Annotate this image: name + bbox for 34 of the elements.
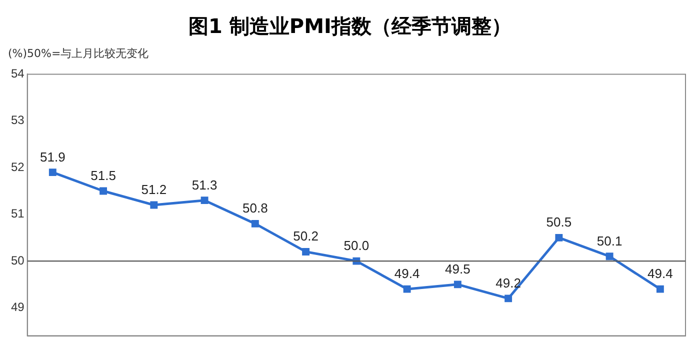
data-label: 51.3 — [192, 177, 218, 192]
y-tick-label: 51 — [10, 206, 25, 221]
y-axis-title: (%) — [8, 47, 28, 60]
point — [555, 234, 563, 242]
point — [454, 280, 462, 288]
data-label: 51.5 — [90, 168, 116, 183]
y-tick-label: 52 — [10, 160, 25, 174]
point — [302, 248, 310, 256]
point — [504, 294, 512, 302]
chart-title: 图1 制造业PMI指数（经季节调整） — [188, 13, 512, 40]
y-tick-label: 50 — [10, 253, 25, 268]
text: 50%=与上月比较无变化 — [27, 47, 149, 60]
y-tick-label: 53 — [10, 113, 25, 128]
point — [403, 285, 411, 293]
data-label: 50.5 — [546, 214, 572, 230]
point — [48, 168, 56, 176]
data-label: 50.8 — [242, 200, 268, 216]
point — [150, 201, 158, 209]
data-label: 50.2 — [293, 228, 318, 244]
point — [100, 187, 108, 195]
data-label: 51.2 — [141, 182, 167, 197]
data-label: 50.0 — [344, 238, 370, 254]
y-tick-label: 49 — [10, 300, 25, 314]
data-label: 49.5 — [445, 261, 470, 276]
point — [656, 285, 664, 293]
data-label: 49.4 — [394, 266, 420, 282]
point — [251, 220, 259, 228]
data-label: 49.2 — [496, 275, 521, 290]
data-label: 50.1 — [596, 233, 622, 248]
y-tick-label: 54 — [10, 66, 25, 81]
data-label: 49.4 — [648, 266, 673, 282]
data-label: 51.9 — [40, 149, 66, 164]
point — [606, 252, 614, 260]
point — [200, 196, 208, 204]
